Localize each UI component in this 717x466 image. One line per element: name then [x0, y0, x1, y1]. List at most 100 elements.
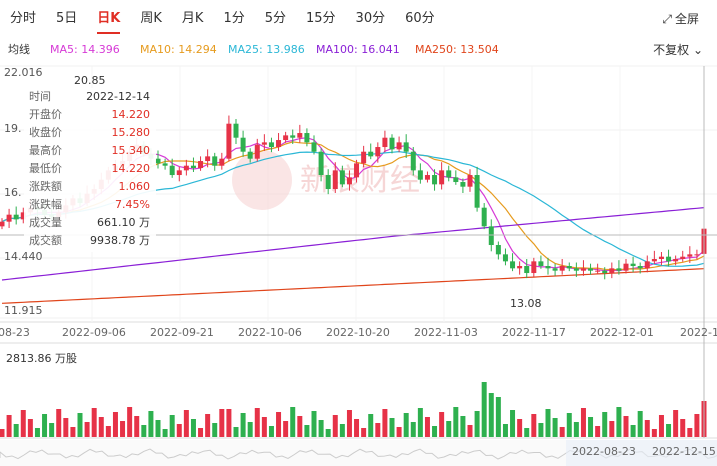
- candle-body: [552, 268, 558, 271]
- volume-bar: [389, 418, 395, 437]
- candle-body: [531, 261, 537, 274]
- candle-body: [559, 266, 565, 271]
- volume-bar: [573, 422, 579, 437]
- candle-body: [205, 156, 211, 162]
- volume-bar: [446, 421, 452, 437]
- tab-7[interactable]: 15分: [306, 11, 336, 26]
- candle-body: [602, 270, 608, 274]
- volume-bar: [261, 417, 267, 437]
- ma250-value: MA250: 13.504: [415, 43, 499, 56]
- volume-bar: [403, 413, 409, 437]
- candle-body: [403, 142, 409, 152]
- volume-bar: [623, 416, 629, 437]
- volume-bar: [424, 417, 430, 437]
- ma10-value: MA10: 14.294: [140, 43, 217, 56]
- tooltip-row: 最低价 14.220: [24, 160, 156, 178]
- volume-bar: [644, 420, 650, 437]
- watermark-logo: [232, 150, 292, 210]
- tab-9[interactable]: 60分: [405, 11, 435, 26]
- tooltip-key: 最高价: [29, 144, 62, 157]
- volume-bar: [183, 410, 189, 437]
- volume-bar: [339, 424, 345, 437]
- tab-5[interactable]: 1分: [223, 11, 245, 26]
- candle-body: [226, 123, 232, 159]
- candle-body: [6, 214, 12, 222]
- candle-body: [297, 133, 303, 138]
- volume-bar: [212, 423, 218, 437]
- x-tick-label: 2022-10-20: [326, 326, 390, 339]
- tab-1[interactable]: 5日: [56, 11, 78, 26]
- volume-bar: [602, 412, 608, 437]
- fullscreen-button[interactable]: ⤢ 全屏: [662, 12, 699, 26]
- candle-body: [332, 170, 338, 190]
- volume-bar: [70, 427, 76, 437]
- tooltip-value: 14.220: [111, 162, 151, 175]
- tab-8[interactable]: 30分: [355, 11, 386, 26]
- range-end: 2022-12-15: [652, 445, 716, 458]
- ma100-value: MA100: 16.041: [316, 43, 400, 56]
- volume-bar: [162, 429, 168, 437]
- tab-0[interactable]: 分时: [10, 11, 37, 26]
- tab-4[interactable]: 月K: [181, 11, 204, 26]
- volume-bar: [0, 429, 5, 437]
- price-axis-max: 22.016: [4, 66, 43, 79]
- x-tick-label: 2022-11-03: [414, 326, 478, 339]
- candle-body: [658, 256, 664, 260]
- price-axis-min: 11.915: [4, 304, 43, 317]
- volume-bar: [134, 416, 140, 437]
- candle-body: [623, 263, 629, 271]
- tooltip-value: 661.10 万: [97, 216, 150, 229]
- volume-bar: [488, 393, 494, 437]
- ma-label: 均线: [8, 43, 30, 56]
- candle-body: [609, 268, 615, 274]
- candle-body: [162, 163, 168, 166]
- candle-body: [673, 259, 679, 262]
- candle-body: [588, 268, 594, 271]
- adjust-select[interactable]: 不复权 ⌄: [653, 43, 703, 57]
- volume-bar: [226, 409, 232, 437]
- candle-body: [268, 142, 274, 148]
- volume-bar: [268, 426, 274, 437]
- candle-body: [524, 266, 530, 274]
- candle-body: [176, 170, 182, 176]
- tab-2[interactable]: 日K: [87, 0, 130, 38]
- volume-bar: [481, 382, 487, 437]
- tooltip-value: 1.060: [118, 180, 151, 193]
- candle-body: [595, 270, 601, 272]
- volume-bar: [361, 428, 367, 437]
- candle-body: [183, 165, 189, 171]
- volume-bar: [219, 409, 225, 437]
- volume-bar: [77, 413, 83, 437]
- tab-6[interactable]: 5分: [264, 11, 286, 26]
- candle-body: [283, 135, 289, 141]
- candle-body: [361, 151, 367, 164]
- volume-bar: [169, 415, 175, 437]
- candle-body: [212, 156, 218, 166]
- low-label: 13.08: [510, 297, 542, 310]
- candle-body: [354, 163, 360, 178]
- tooltip-key: 涨跌幅: [29, 198, 62, 211]
- candle-body: [198, 161, 204, 169]
- candle-body: [694, 254, 700, 256]
- candle-body: [0, 221, 5, 227]
- tooltip-row: 时间 2022-12-14: [24, 88, 156, 106]
- tab-3[interactable]: 周K: [140, 11, 162, 26]
- volume-bar: [91, 408, 97, 437]
- candle-body: [254, 144, 260, 159]
- candle-body: [510, 261, 516, 269]
- volume-bar: [658, 415, 664, 437]
- ma250-line: [1, 268, 705, 304]
- volume-bar: [155, 420, 161, 437]
- candle-body: [325, 175, 331, 190]
- candle-body: [247, 151, 253, 159]
- volume-bar: [517, 419, 523, 437]
- volume-bar: [283, 421, 289, 437]
- volume-bar: [311, 411, 317, 437]
- x-tick-label: 2022-12-01: [590, 326, 654, 339]
- tooltip-row: 最高价 15.340: [24, 142, 156, 160]
- volume-bar: [20, 410, 26, 437]
- ma100-line: [1, 207, 705, 281]
- candle-body: [488, 226, 494, 246]
- candle-body: [687, 254, 693, 257]
